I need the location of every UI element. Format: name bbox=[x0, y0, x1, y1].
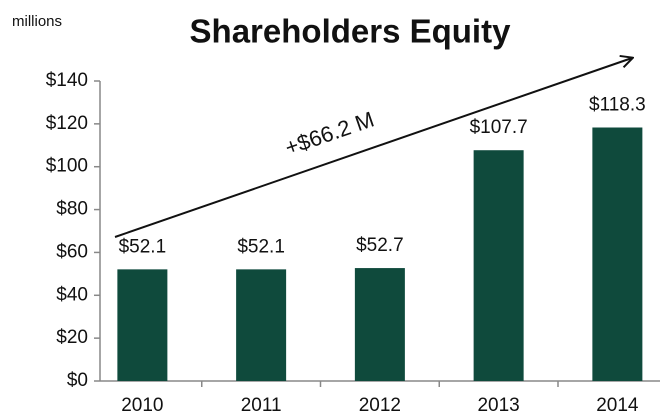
x-tick-label: 2014 bbox=[596, 395, 639, 416]
value-label: $118.3 bbox=[589, 95, 646, 116]
y-tick-label: $20 bbox=[56, 327, 88, 348]
x-tick-label: 2013 bbox=[477, 395, 519, 416]
trend-arrow bbox=[114, 58, 632, 238]
x-tick-label: 2011 bbox=[241, 395, 282, 416]
y-tick-label: $0 bbox=[67, 370, 88, 391]
y-tick-label: $140 bbox=[46, 70, 88, 91]
bar bbox=[236, 269, 287, 381]
y-tick-label: $60 bbox=[56, 241, 88, 262]
chart-title: Shareholders Equity bbox=[190, 13, 512, 50]
bar bbox=[473, 150, 524, 381]
value-label: $107.7 bbox=[470, 117, 528, 138]
value-label: $52.1 bbox=[237, 236, 285, 257]
y-tick-label: $120 bbox=[46, 113, 88, 134]
bar bbox=[354, 268, 405, 381]
y-tick-label: $100 bbox=[46, 156, 88, 177]
bar bbox=[592, 127, 643, 381]
y-tick-label: $80 bbox=[56, 199, 88, 220]
y-tick-label: $40 bbox=[56, 284, 88, 305]
x-tick-label: 2010 bbox=[121, 395, 163, 416]
x-tick-label: 2012 bbox=[359, 395, 401, 416]
unit-label: millions bbox=[12, 13, 62, 30]
value-label: $52.1 bbox=[119, 236, 167, 257]
value-label: $52.7 bbox=[356, 235, 404, 256]
bar bbox=[117, 269, 168, 381]
